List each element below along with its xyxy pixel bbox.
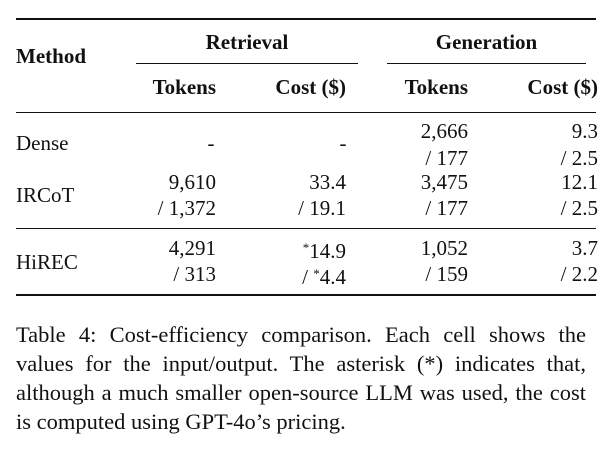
asterisk-marker: * [313,266,320,281]
generation-tokens-input: 2,666 [420,119,468,143]
method-header: Method [16,44,86,68]
asterisk-marker: * [302,240,310,255]
generation-cost-input: 12.1 [561,170,598,194]
generation-cost-header: Cost ($) [527,75,598,99]
header-bottom-rule [16,112,596,113]
retrieval-cost-input-value: 14.9 [309,239,346,263]
generation-tokens-output: / 177 [425,196,468,220]
table-bottom-rule [16,294,596,296]
retrieval-cost-input: *14.9 [246,236,346,263]
retrieval-group-header: Retrieval [205,30,289,54]
generation-cost-output: / 2.2 [560,262,598,286]
generation-tokens-output: / 159 [425,262,468,286]
generation-tokens-output: / 177 [425,146,468,170]
retrieval-tokens-cell: - [207,131,215,155]
retrieval-cost-header: Cost ($) [275,75,346,99]
table-caption: Table 4: Cost-efficiency comparison. Eac… [16,320,586,436]
retrieval-cost-input: 33.4 [309,170,346,194]
retrieval-cost-output-value: 4.4 [319,265,346,289]
row-separator-rule [16,228,596,229]
retrieval-tokens-output: / 1,372 [157,196,216,220]
generation-group-header: Generation [435,30,538,54]
generation-cost-input: 3.7 [571,236,598,260]
caption-text: Cost-efficiency comparison. Each cell sh… [16,322,587,434]
generation-tokens-header: Tokens [404,75,468,99]
table-top-rule [16,18,596,20]
generation-tokens-input: 3,475 [420,170,468,194]
caption-label: Table 4: [16,322,97,347]
row-method: IRCoT [16,183,75,207]
generation-tokens-input: 1,052 [420,236,468,260]
retrieval-tokens-input: 4,291 [168,236,216,260]
retrieval-tokens-output: / 313 [173,262,216,286]
retrieval-cost-output: / 19.1 [298,196,346,220]
retrieval-tokens-header: Tokens [152,75,216,99]
retrieval-cost-cell: - [339,131,347,155]
generation-cost-input: 9.3 [571,119,598,143]
generation-cost-output: / 2.5 [560,196,598,220]
generation-cost-output: / 2.5 [560,146,598,170]
row-method: HiREC [16,250,78,274]
retrieval-cost-output-prefix: / [302,265,314,289]
generation-group-rule [387,63,586,64]
retrieval-cost-output: / *4.4 [246,262,346,289]
row-method: Dense [16,131,69,155]
retrieval-group-rule [136,63,358,64]
retrieval-tokens-input: 9,610 [168,170,216,194]
